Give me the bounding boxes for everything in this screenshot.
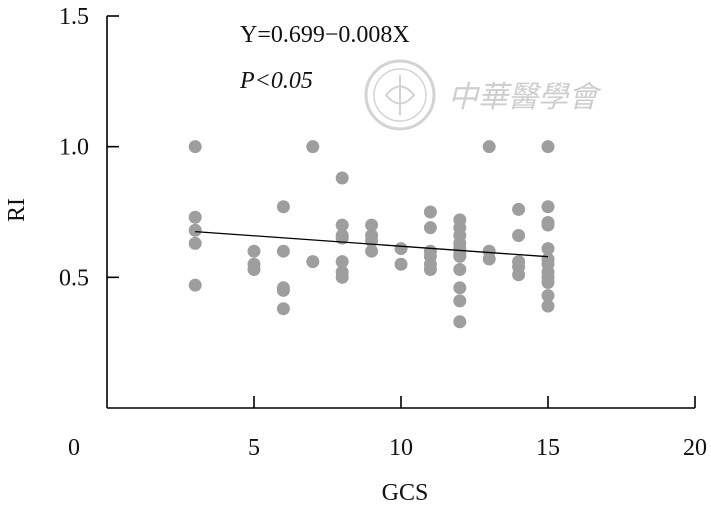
data-point [276,302,290,316]
x-tick-label: 15 [536,435,560,461]
data-point [512,268,526,282]
x-tick-label: 0 [68,435,80,461]
data-point [188,278,202,292]
y-tick-label: 1.0 [59,135,89,161]
y-tick-label: 1.5 [59,4,89,30]
data-point [423,221,437,235]
data-point [276,283,290,297]
data-point [541,140,555,154]
data-point [453,315,467,329]
data-point [541,299,555,313]
regression-line-group [195,230,549,258]
x-tick-label: 5 [248,435,260,461]
axes [106,15,696,409]
data-point [541,218,555,232]
data-point [306,255,320,269]
x-axis-title: GCS [382,480,429,506]
data-point [394,242,408,256]
y-tick-label: 0.5 [59,265,89,291]
data-point [306,140,320,154]
data-point [423,262,437,276]
data-point [335,218,349,232]
data-point [453,262,467,276]
data-point [541,200,555,214]
data-point [365,218,379,232]
data-point [188,140,202,154]
regression-equation: Y=0.699−0.008X [240,22,410,48]
data-point [247,262,261,276]
data-point [188,210,202,224]
data-point [541,289,555,303]
data-points [188,140,555,329]
data-point [394,257,408,271]
tick-labels: 0.5 1.0 1.5 0 5 10 15 20 [59,4,707,461]
data-point [276,200,290,214]
data-point [365,244,379,258]
data-point [541,276,555,290]
data-point [335,171,349,185]
data-point [335,255,349,269]
data-point [188,236,202,250]
data-point [247,244,261,258]
watermark-text: 中華醫學會 [448,80,602,115]
data-point [453,281,467,295]
y-axis-title: RI [4,198,30,222]
data-point [512,229,526,243]
data-point [335,270,349,284]
data-point [512,202,526,216]
watermark: 中華醫學會 [364,59,602,131]
x-tick-label: 20 [683,435,707,461]
data-point [188,223,202,237]
data-point [541,242,555,256]
regression-line [195,230,549,258]
data-point [423,205,437,219]
x-tick-label: 10 [389,435,413,461]
seal-emblem-icon [364,59,436,131]
data-point [482,252,496,266]
data-point [453,249,467,263]
data-point [482,140,496,154]
data-point [276,244,290,258]
p-value-label: P<0.05 [239,68,313,94]
data-point [453,294,467,308]
